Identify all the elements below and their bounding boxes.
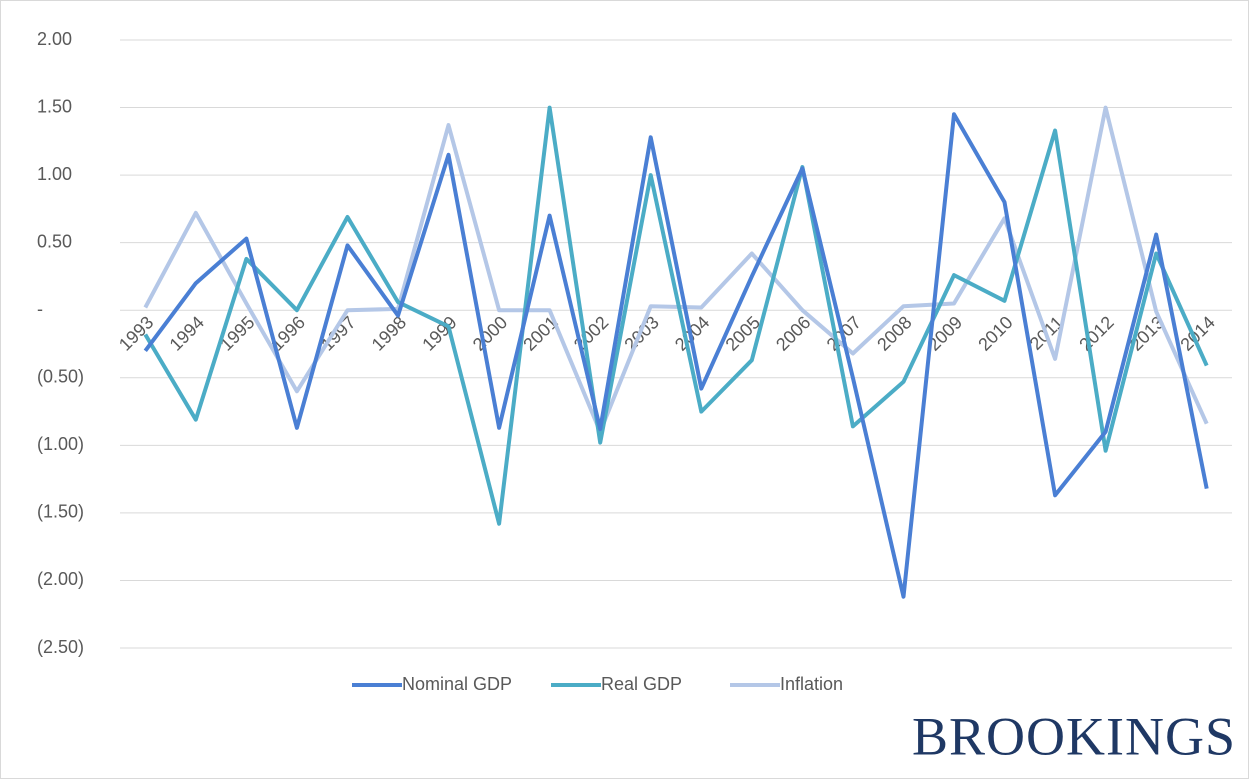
- logo: BROOKINGS: [912, 706, 1236, 766]
- legend-label: Nominal GDP: [402, 674, 512, 694]
- legend-label: Inflation: [780, 674, 843, 694]
- y-tick-label: (1.00): [37, 434, 84, 454]
- y-tick-label: 1.00: [37, 164, 72, 184]
- y-tick-label: 2.00: [37, 29, 72, 49]
- y-tick-label: (0.50): [37, 367, 84, 387]
- y-tick-label: (2.00): [37, 569, 84, 589]
- y-tick-label: 1.50: [37, 96, 72, 116]
- series-line: [143, 112, 1209, 599]
- series-line: [143, 105, 1209, 434]
- y-tick-label: -: [37, 299, 43, 319]
- y-tick-label: (2.50): [37, 637, 84, 657]
- legend-label: Real GDP: [601, 674, 682, 694]
- y-tick-label: 0.50: [37, 231, 72, 251]
- series-line: [143, 105, 1209, 526]
- y-tick-label: (1.50): [37, 502, 84, 522]
